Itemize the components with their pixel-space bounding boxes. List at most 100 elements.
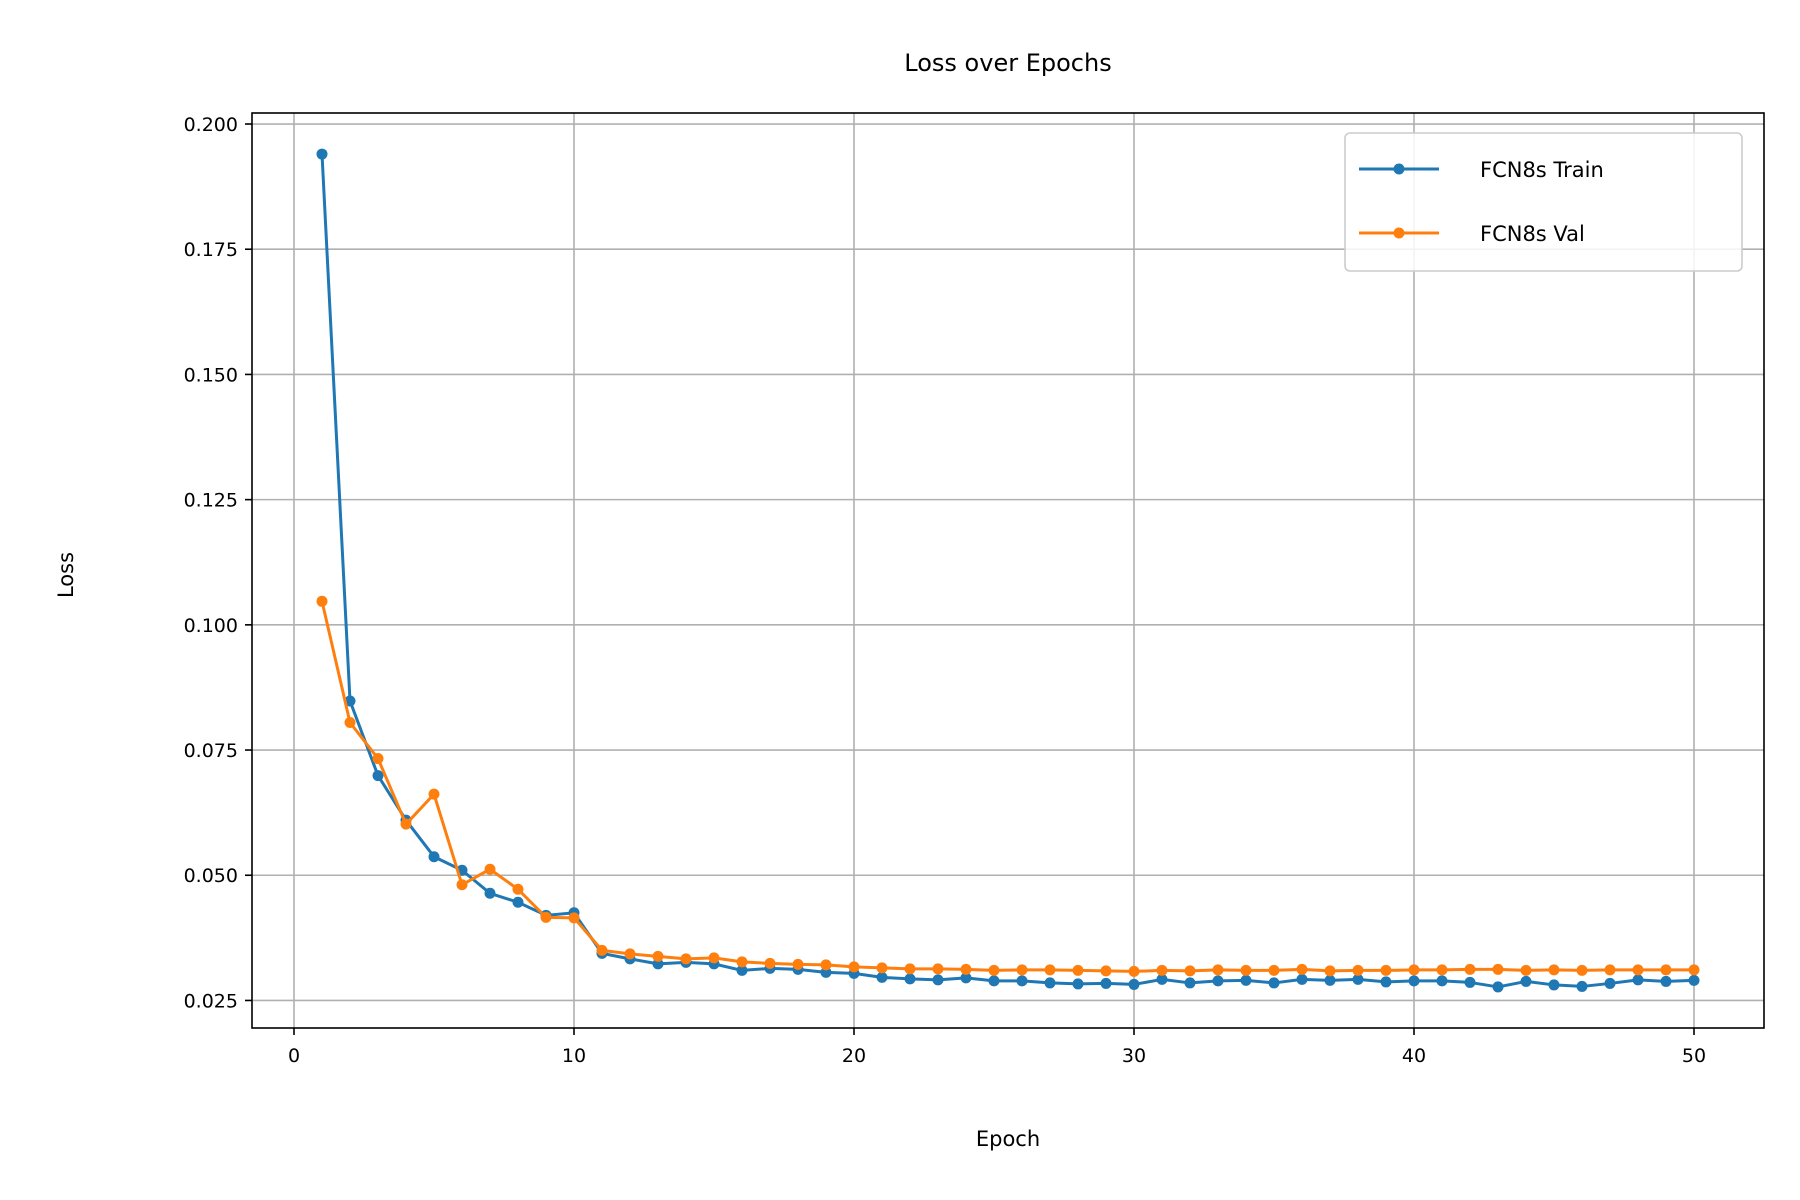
data-point <box>904 963 916 975</box>
data-point <box>1324 974 1336 986</box>
data-point <box>680 953 692 965</box>
data-point <box>708 952 720 964</box>
data-point <box>1352 964 1364 976</box>
data-point <box>1296 963 1308 975</box>
data-point <box>456 879 468 891</box>
data-point <box>1072 978 1084 990</box>
data-point <box>372 770 384 782</box>
y-axis-ticks: 0.025 0.050 0.075 0.100 0.125 0.150 0.175 0.200 <box>184 114 252 1012</box>
y-tick-label: 0.125 <box>184 490 238 512</box>
y-tick-label: 0.150 <box>184 364 238 386</box>
plot-frame <box>251 112 1765 1029</box>
data-point <box>1156 964 1168 976</box>
data-point <box>1352 973 1364 985</box>
y-tick-label: 0.075 <box>184 740 238 762</box>
data-point <box>1408 975 1420 987</box>
data-point <box>540 911 552 923</box>
y-tick-label: 0.200 <box>184 114 238 136</box>
legend-label: FCN8s Val <box>1480 222 1585 246</box>
data-point <box>792 958 804 970</box>
x-axis-ticks: 0 10 20 30 40 50 <box>288 1028 1706 1067</box>
x-tick-label: 0 <box>288 1045 300 1067</box>
data-point <box>960 963 972 975</box>
data-point <box>1604 964 1616 976</box>
data-point <box>1380 976 1392 988</box>
legend-box <box>1344 132 1743 272</box>
data-point <box>344 695 356 707</box>
series-val <box>316 595 1700 977</box>
data-point <box>1604 977 1616 989</box>
data-point <box>1576 980 1588 992</box>
x-tick-label: 30 <box>1122 1045 1146 1067</box>
data-point <box>1548 979 1560 991</box>
x-tick-label: 20 <box>842 1045 866 1067</box>
series-line <box>320 153 1695 989</box>
legend-item: FCN8s Train <box>1359 158 1604 182</box>
data-point <box>1660 975 1672 987</box>
series-train <box>316 148 1700 993</box>
data-point <box>1128 978 1140 990</box>
data-point <box>764 957 776 969</box>
series-line <box>320 600 1694 973</box>
data-point <box>1156 973 1168 985</box>
data-point <box>960 972 972 984</box>
data-point <box>1184 965 1196 977</box>
data-point <box>1044 977 1056 989</box>
data-point <box>988 964 1000 976</box>
data-point <box>1240 964 1252 976</box>
data-point <box>512 883 524 895</box>
data-point <box>1240 974 1252 986</box>
data-point <box>1380 964 1392 976</box>
data-point <box>1492 981 1504 993</box>
data-point <box>1044 964 1056 976</box>
data-point <box>428 851 440 863</box>
data-point <box>1632 964 1644 976</box>
data-point <box>1436 964 1448 976</box>
legend-label: FCN8s Train <box>1480 158 1604 182</box>
data-point <box>316 595 328 607</box>
data-point <box>1520 975 1532 987</box>
y-tick-label: 0.100 <box>184 615 238 637</box>
x-axis-label: Epoch <box>976 1127 1040 1151</box>
data-point <box>512 896 524 908</box>
data-point <box>1268 977 1280 989</box>
y-tick-label: 0.050 <box>184 865 238 887</box>
data-point <box>1464 976 1476 988</box>
data-point <box>1128 965 1140 977</box>
data-point <box>1100 965 1112 977</box>
data-point <box>736 956 748 968</box>
data-point <box>484 887 496 899</box>
series-layer <box>316 148 1700 993</box>
data-point <box>1576 964 1588 976</box>
data-point <box>1688 974 1700 986</box>
data-point <box>1016 975 1028 987</box>
data-point <box>932 963 944 975</box>
data-point <box>1492 963 1504 975</box>
data-point <box>988 975 1000 987</box>
data-point <box>316 148 328 160</box>
data-point <box>652 950 664 962</box>
data-point <box>932 974 944 986</box>
data-point <box>596 944 608 956</box>
chart-title: Loss over Epochs <box>904 49 1111 77</box>
data-point <box>1268 964 1280 976</box>
data-point <box>1660 964 1672 976</box>
legend-item: FCN8s Val <box>1359 222 1585 246</box>
data-point <box>400 818 412 830</box>
legend-swatch-marker <box>1393 227 1405 239</box>
data-point <box>820 959 832 971</box>
data-point <box>1016 964 1028 976</box>
data-point <box>1324 965 1336 977</box>
data-point <box>1632 974 1644 986</box>
data-point <box>1184 977 1196 989</box>
data-point <box>568 912 580 924</box>
data-point <box>876 971 888 983</box>
data-point <box>1548 964 1560 976</box>
data-point <box>484 863 496 875</box>
data-point <box>848 961 860 973</box>
x-tick-label: 10 <box>562 1045 586 1067</box>
legend: FCN8s Train FCN8s Val <box>1344 132 1743 272</box>
legend-swatch-marker <box>1393 163 1405 175</box>
data-point <box>1464 963 1476 975</box>
